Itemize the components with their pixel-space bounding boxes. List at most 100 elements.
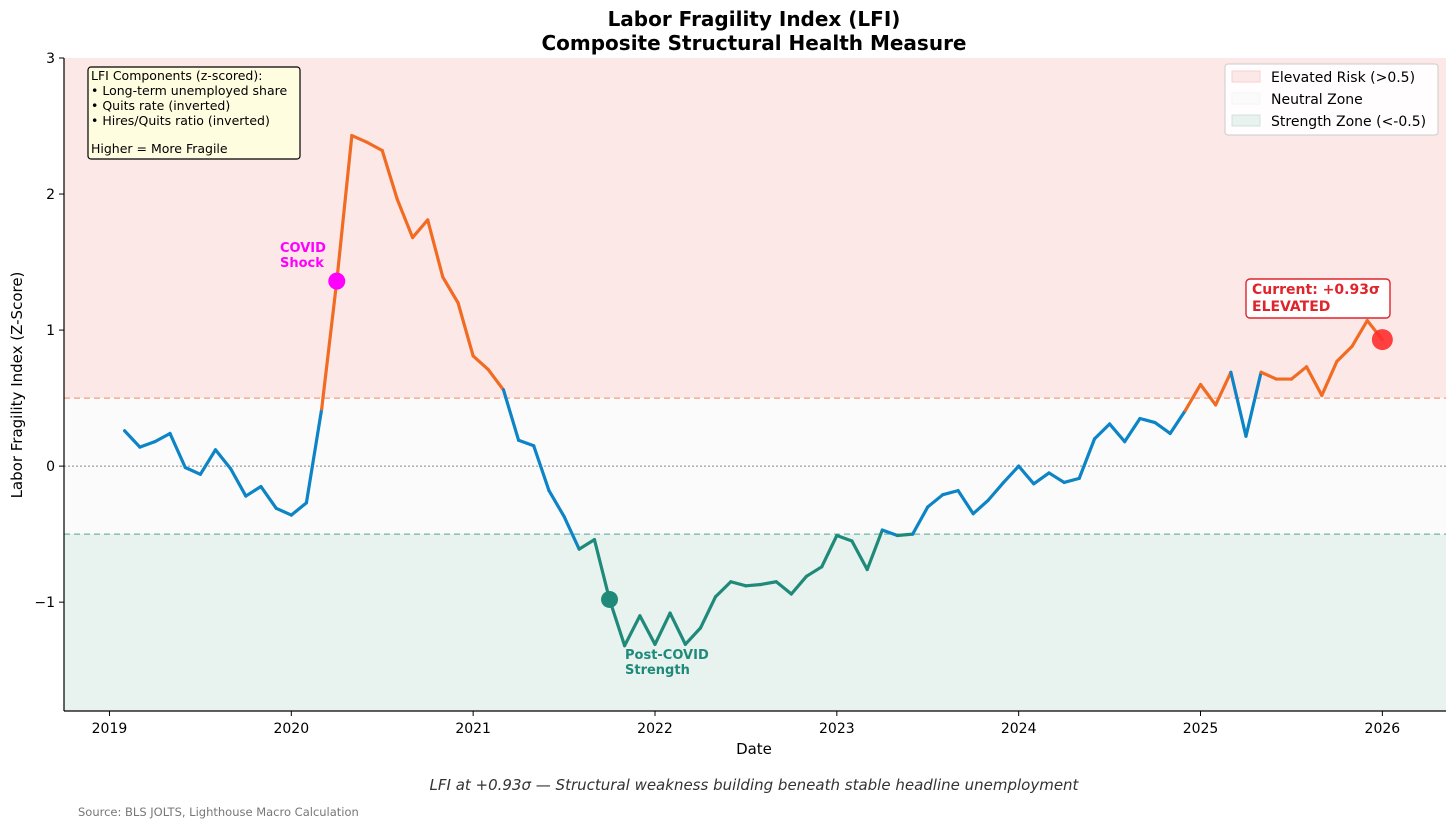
post-covid-annotation-line-1: Post-COVID: [625, 648, 709, 663]
series-segment: [744, 582, 763, 588]
lfi-series: [122, 133, 1384, 648]
series-segment: [698, 595, 718, 630]
series-segment: [941, 489, 960, 497]
components-line-2: • Long-term unemployed share: [91, 83, 287, 98]
series-segment: [1183, 382, 1203, 412]
x-tick-label: 2026: [1365, 721, 1401, 737]
current-callout: Current: +0.93σ ELEVATED: [1245, 278, 1391, 319]
series-segment: [1259, 370, 1278, 381]
components-line-4: • Hires/Quits ratio (inverted): [91, 113, 270, 128]
series-segment: [486, 367, 506, 392]
y-tick-label: −1: [34, 595, 55, 611]
series-segment: [562, 514, 581, 551]
series-segment: [804, 565, 824, 578]
series-segment: [774, 580, 793, 596]
series-segment: [1214, 370, 1233, 407]
series-segment: [865, 528, 884, 572]
series-segment: [1017, 464, 1036, 486]
series-segment: [1304, 365, 1324, 397]
series-segment: [683, 626, 703, 646]
x-axis-label: Date: [736, 740, 772, 758]
series-segment: [653, 611, 672, 646]
series-segment: [517, 438, 536, 448]
series-segment: [183, 465, 202, 476]
series-segment: [456, 301, 475, 358]
series-segment: [577, 537, 597, 551]
series-segment: [1032, 471, 1051, 486]
chart-subtitle: Composite Structural Health Measure: [541, 31, 966, 55]
series-segment: [623, 614, 642, 648]
series-segment: [289, 501, 308, 517]
series-segment: [820, 533, 839, 569]
y-axis-ticks: −1 0 1 2 3: [34, 51, 64, 611]
x-tick-label: 2022: [637, 721, 673, 737]
current-callout-line-2: ELEVATED: [1252, 299, 1330, 315]
y-tick-label: 3: [46, 51, 55, 67]
series-segment: [426, 218, 445, 279]
y-axis-label: Labor Fragility Index (Z-Score): [8, 272, 26, 499]
legend-label-strength: Strength Zone (<-0.5): [1271, 114, 1426, 130]
legend-swatch-neutral: [1231, 92, 1261, 105]
x-tick-label: 2024: [1001, 721, 1037, 737]
series-segment: [1138, 416, 1157, 425]
series-segment: [138, 440, 157, 449]
current-callout-frame: [1245, 278, 1391, 319]
series-segment: [729, 580, 748, 588]
series-segment: [441, 275, 460, 305]
components-box-frame: [87, 66, 301, 160]
source-note: Source: BLS JOLTS, Lighthouse Macro Calc…: [78, 805, 359, 819]
marker-post-covid-strength: [601, 590, 619, 608]
series-segment: [410, 218, 430, 240]
series-segment: [956, 489, 975, 516]
marker-covid-shock: [328, 272, 346, 290]
event-markers: [328, 272, 1393, 608]
series-segment: [122, 429, 142, 449]
x-axis-ticks: 2019 2020 2021 2022 2023 2024 2025 2026: [92, 711, 1401, 737]
legend-swatch-elevated: [1231, 70, 1261, 83]
series-segment: [971, 498, 990, 516]
current-callout-line-1: Current: +0.93σ: [1252, 282, 1380, 298]
series-segment: [1350, 318, 1369, 349]
series-segment: [213, 448, 233, 471]
components-box: LFI Components (z-scored): • Long-term u…: [87, 66, 301, 160]
series-segment: [1123, 416, 1142, 444]
series-segment: [986, 480, 1006, 502]
series-segment: [1001, 464, 1021, 485]
zone-1: [64, 398, 1446, 535]
x-tick-label: 2020: [273, 721, 309, 737]
series-segment: [1107, 422, 1127, 444]
series-segment: [198, 448, 218, 476]
chart-caption: LFI at +0.93σ — Structural weakness buil…: [430, 776, 1080, 794]
series-segment: [365, 140, 384, 153]
series-segment: [1198, 382, 1218, 407]
series-segment: [850, 539, 869, 572]
series-segment: [1077, 437, 1097, 480]
series-segment: [1229, 370, 1248, 438]
chart-title: Labor Fragility Index (LFI): [608, 7, 901, 31]
series-segment: [926, 493, 945, 509]
covid-annotation-line-2: Shock: [280, 256, 324, 271]
series-segment: [304, 407, 324, 505]
legend-swatch-strength: [1231, 114, 1261, 127]
series-segment: [638, 614, 657, 646]
series-segment: [668, 611, 687, 646]
series-segment: [547, 489, 566, 519]
series-segment: [1244, 370, 1263, 438]
series-segment: [335, 133, 354, 283]
legend-frame: [1224, 63, 1439, 136]
post-covid-annotation-line-2: Strength: [625, 663, 690, 678]
series-segment: [244, 484, 263, 498]
y-tick-label: 0: [46, 459, 55, 475]
x-tick-label: 2023: [819, 721, 855, 737]
series-segment: [1320, 359, 1339, 397]
series-segment: [350, 133, 369, 144]
series-segment: [1092, 422, 1112, 441]
covid-annotation-line-1: COVID: [280, 241, 326, 256]
zone-backgrounds: [64, 58, 1446, 711]
series-segment: [168, 431, 187, 470]
series-segment: [592, 537, 612, 602]
y-tick-label: 2: [46, 187, 55, 203]
components-line-3: • Quits rate (inverted): [91, 98, 230, 113]
series-segment: [395, 197, 415, 240]
